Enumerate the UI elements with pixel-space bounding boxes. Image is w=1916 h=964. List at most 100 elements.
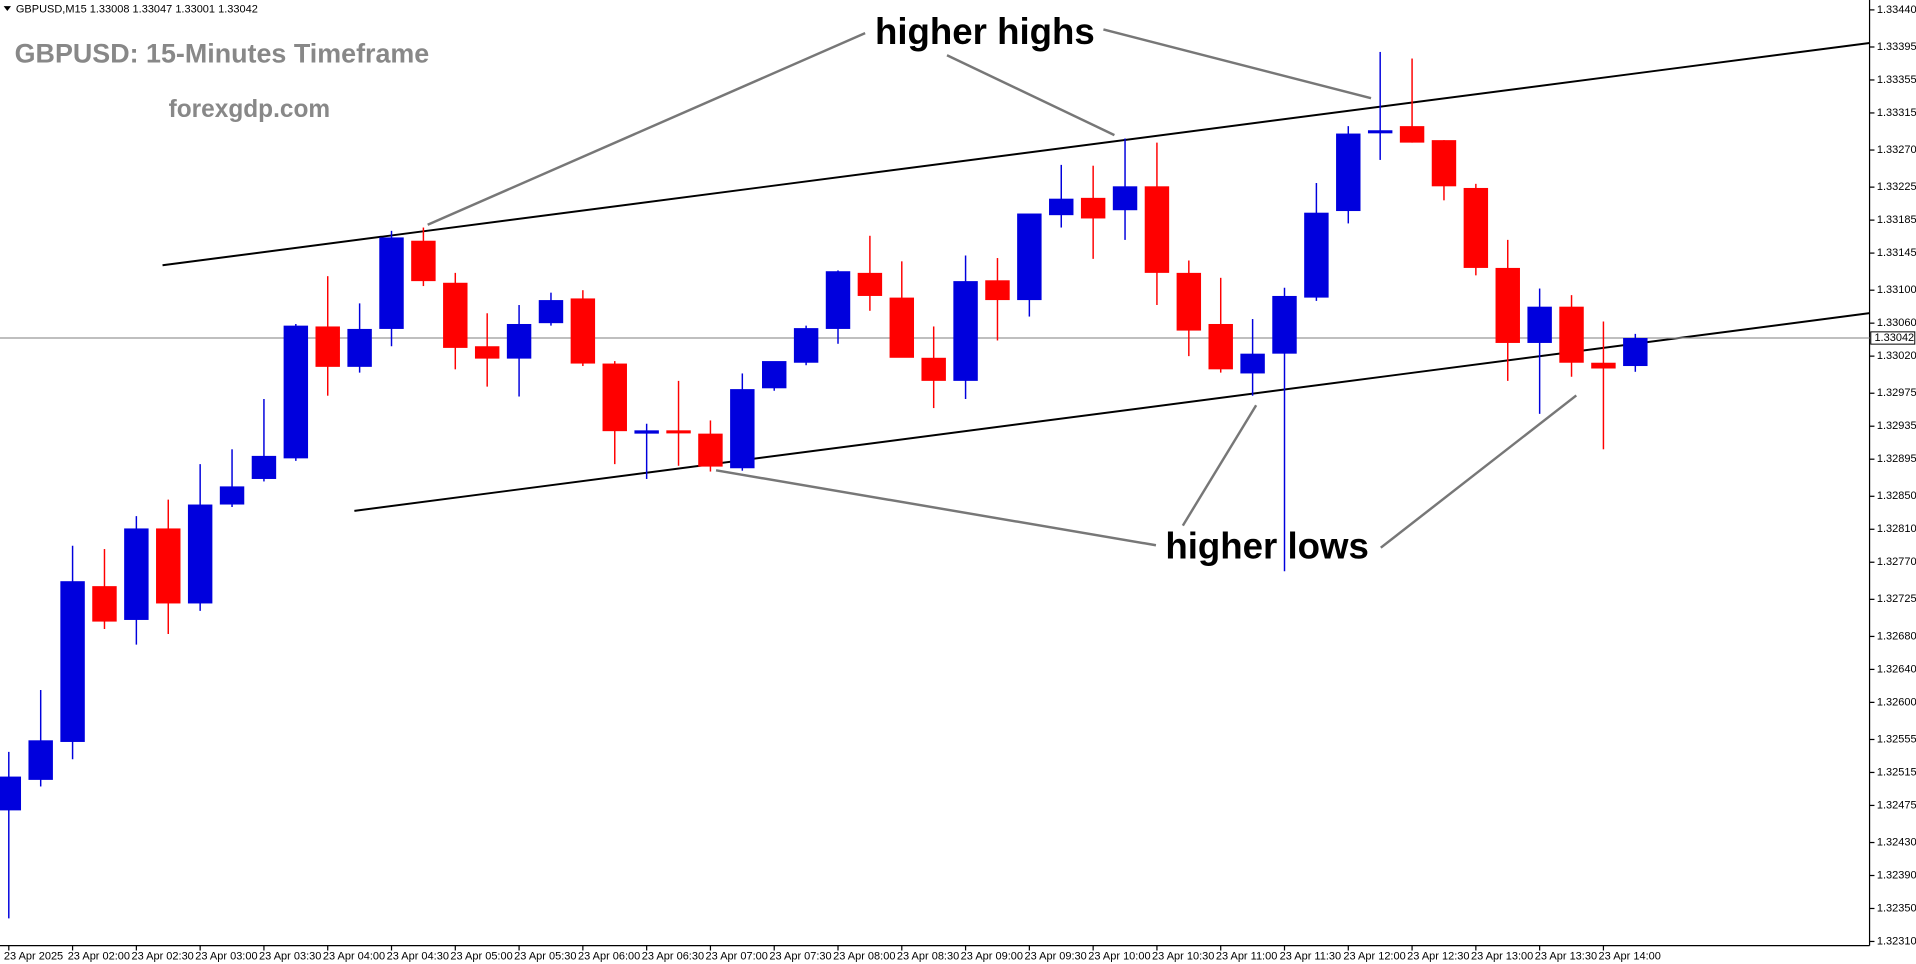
- y-tick-label: 1.32350: [1877, 902, 1916, 914]
- pointer-line: [1181, 404, 1258, 527]
- candle-body: [1240, 353, 1265, 374]
- candle-body: [1049, 198, 1074, 216]
- pointer-line: [946, 54, 1115, 137]
- y-tick-label: 1.32680: [1877, 630, 1916, 642]
- y-tick-label: 1.33225: [1877, 181, 1916, 193]
- x-tick-label: 23 Apr 09:00: [961, 951, 1023, 963]
- header-arrow: [3, 6, 11, 12]
- candle-body: [443, 282, 468, 348]
- candle-body: [921, 357, 946, 381]
- candle-body: [1431, 140, 1457, 187]
- y-tick-label: 1.32810: [1877, 523, 1916, 535]
- current-price-label: 1.33042: [1874, 332, 1914, 344]
- candle-body: [1336, 133, 1361, 212]
- x-tick-label: 23 Apr 08:30: [897, 951, 959, 963]
- candle-body: [793, 328, 819, 363]
- x-tick-label: 23 Apr 08:00: [833, 951, 895, 963]
- x-tick-label: 23 Apr 11:00: [1216, 951, 1278, 963]
- y-tick-label: 1.32975: [1877, 387, 1916, 399]
- candle-body: [315, 326, 340, 367]
- candle-body: [1080, 197, 1106, 219]
- x-tick-label: 23 Apr 02:30: [131, 951, 193, 963]
- y-tick-label: 1.33440: [1877, 4, 1916, 16]
- candles: [0, 51, 1648, 919]
- x-tick-label: 23 Apr 04:30: [387, 951, 449, 963]
- y-tick-label: 1.33145: [1877, 247, 1916, 259]
- y-tick-label: 1.33185: [1877, 214, 1916, 226]
- candle-body: [602, 363, 627, 432]
- x-tick-label: 23 Apr 13:00: [1471, 951, 1533, 963]
- y-tick-label: 1.32770: [1877, 556, 1916, 568]
- chart-title: GBPUSD: 15-Minutes Timeframe: [15, 38, 430, 68]
- y-tick-label: 1.32640: [1877, 663, 1916, 675]
- y-tick-label: 1.32935: [1877, 420, 1916, 432]
- candle-body: [1176, 272, 1202, 331]
- candle-body: [28, 740, 53, 780]
- y-tick-label: 1.33020: [1877, 350, 1916, 362]
- candle-body: [1367, 130, 1393, 134]
- y-tick-label: 1.33315: [1877, 107, 1916, 119]
- y-tick-label: 1.33270: [1877, 144, 1916, 156]
- x-tick-label: 23 Apr 10:00: [1088, 951, 1150, 963]
- candle-body: [1112, 186, 1138, 211]
- x-tick-label: 23 Apr 10:30: [1152, 951, 1214, 963]
- upper-trendline: [162, 42, 1870, 267]
- candle-body: [570, 298, 596, 364]
- candle-body: [1399, 126, 1425, 143]
- x-tick-label: 23 Apr 14:00: [1599, 951, 1661, 963]
- y-tick-label: 1.32555: [1877, 733, 1916, 745]
- candle-body: [953, 281, 978, 381]
- y-tick-label: 1.32725: [1877, 593, 1916, 605]
- candle-body: [1495, 267, 1520, 343]
- x-tick-label: 23 Apr 03:00: [195, 951, 257, 963]
- y-tick-label: 1.32895: [1877, 453, 1916, 465]
- candle-body: [985, 280, 1010, 301]
- candle-body: [730, 389, 755, 469]
- candle-body: [0, 776, 22, 811]
- candle-body: [1208, 323, 1233, 370]
- y-tick-label: 1.33395: [1877, 41, 1916, 53]
- candle-body: [1463, 187, 1489, 268]
- annotation: higher lows: [1165, 526, 1369, 567]
- candle-body: [219, 486, 245, 505]
- candle-body: [187, 504, 213, 604]
- x-tick-label: 23 Apr 03:30: [259, 951, 321, 963]
- y-tick-label: 1.32390: [1877, 869, 1916, 881]
- candle-body: [1527, 306, 1552, 343]
- lower-trendline: [354, 312, 1870, 512]
- candle-body: [251, 455, 277, 479]
- candle-body: [283, 325, 309, 459]
- y-tick-label: 1.32475: [1877, 799, 1916, 811]
- candle-body: [156, 528, 181, 604]
- candle-body: [124, 528, 149, 620]
- header: GBPUSD,M15 1.33008 1.33047 1.33001 1.330…: [16, 4, 258, 16]
- candle-body: [411, 240, 436, 282]
- pointer-line: [1103, 28, 1372, 100]
- candle-body: [1559, 306, 1584, 363]
- candle-body: [1623, 338, 1648, 367]
- x-tick-label: 23 Apr 04:00: [323, 951, 385, 963]
- x-tick-label: 23 Apr 11:30: [1280, 951, 1342, 963]
- pointer-line: [715, 469, 1157, 547]
- candle-body: [506, 323, 532, 359]
- pointer-line: [427, 32, 866, 226]
- pointer-line: [1380, 394, 1578, 549]
- y-tick-label: 1.33060: [1877, 317, 1916, 329]
- x-tick-label: 23 Apr 07:00: [706, 951, 768, 963]
- pointer-lines: [427, 28, 1578, 549]
- x-tick-label: 23 Apr 05:30: [514, 951, 576, 963]
- y-tick-label: 1.32850: [1877, 490, 1916, 502]
- candle-body: [1017, 213, 1042, 301]
- candle-body: [698, 433, 723, 467]
- candle-body: [60, 581, 85, 742]
- annotation: higher highs: [875, 11, 1095, 52]
- y-tick-label: 1.32310: [1877, 935, 1916, 947]
- x-tick-label: 23 Apr 12:30: [1407, 951, 1469, 963]
- candle-body: [474, 346, 500, 359]
- y-tick-label: 1.32515: [1877, 766, 1916, 778]
- candle-body: [92, 586, 117, 622]
- candle-body: [666, 430, 691, 434]
